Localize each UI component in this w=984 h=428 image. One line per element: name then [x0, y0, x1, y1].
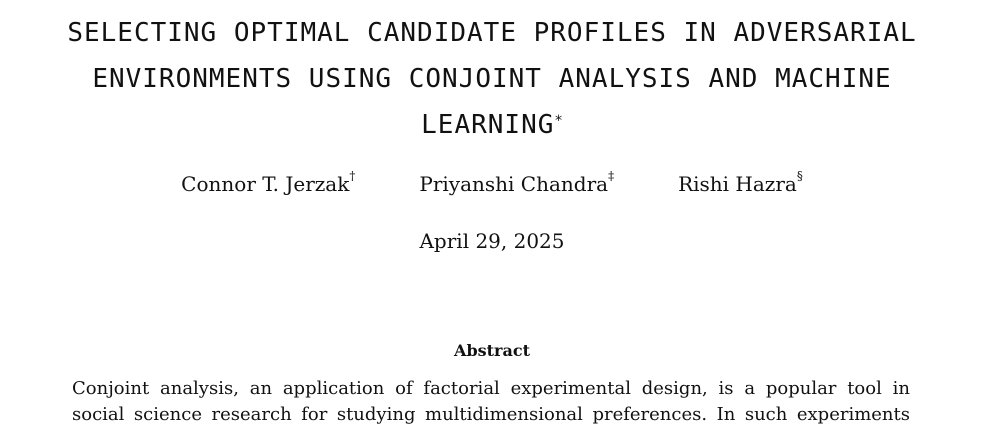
author-2: Priyanshi Chandra‡: [419, 169, 615, 196]
author-name: Connor T. Jerzak: [181, 172, 350, 196]
author-name: Rishi Hazra: [678, 172, 797, 196]
abstract-body: Conjoint analysis, an application of fac…: [72, 376, 910, 428]
author-footnote-mark: ‡: [608, 169, 615, 183]
author-footnote-mark: †: [349, 169, 356, 183]
author-name: Priyanshi Chandra: [419, 172, 609, 196]
abstract-line: Conjoint analysis, an application of fac…: [72, 378, 910, 399]
paper-title: SELECTING OPTIMAL CANDIDATE PROFILES IN …: [40, 10, 944, 148]
title-line-1: SELECTING OPTIMAL CANDIDATE PROFILES IN …: [67, 18, 917, 48]
title-footnote-mark: *: [554, 113, 563, 129]
abstract-heading: Abstract: [454, 341, 530, 360]
author-3: Rishi Hazra§: [678, 169, 803, 196]
title-line-3: LEARNING: [421, 110, 555, 140]
author-list: Connor T. Jerzak† Priyanshi Chandra‡ Ris…: [0, 169, 984, 196]
title-line-2: ENVIRONMENTS USING CONJOINT ANALYSIS AND…: [92, 64, 892, 94]
author-footnote-mark: §: [796, 169, 803, 183]
publication-date: April 29, 2025: [419, 229, 565, 253]
abstract-line: social science research for studying mul…: [72, 404, 910, 425]
author-1: Connor T. Jerzak†: [181, 169, 356, 196]
